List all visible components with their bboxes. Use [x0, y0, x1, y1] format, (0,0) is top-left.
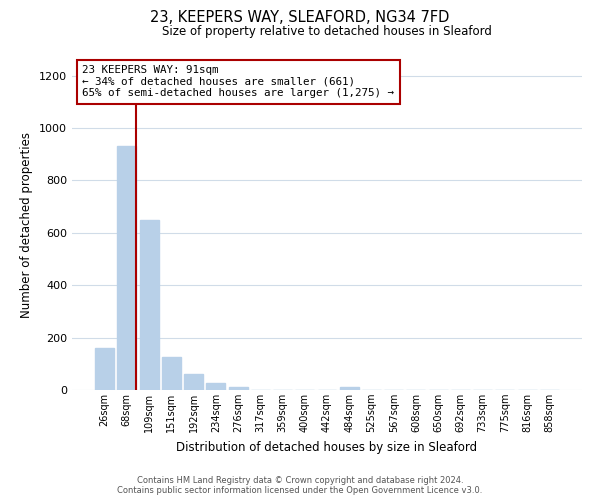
- X-axis label: Distribution of detached houses by size in Sleaford: Distribution of detached houses by size …: [176, 440, 478, 454]
- Text: Contains HM Land Registry data © Crown copyright and database right 2024.
Contai: Contains HM Land Registry data © Crown c…: [118, 476, 482, 495]
- Text: 23, KEEPERS WAY, SLEAFORD, NG34 7FD: 23, KEEPERS WAY, SLEAFORD, NG34 7FD: [151, 10, 449, 25]
- Bar: [206, 382, 225, 390]
- Bar: [340, 386, 359, 390]
- Y-axis label: Number of detached properties: Number of detached properties: [20, 132, 34, 318]
- Title: Size of property relative to detached houses in Sleaford: Size of property relative to detached ho…: [162, 25, 492, 38]
- Bar: [95, 348, 114, 390]
- Bar: [140, 220, 158, 390]
- Bar: [229, 387, 248, 390]
- Bar: [184, 374, 203, 390]
- Bar: [118, 146, 136, 390]
- Text: 23 KEEPERS WAY: 91sqm
← 34% of detached houses are smaller (661)
65% of semi-det: 23 KEEPERS WAY: 91sqm ← 34% of detached …: [82, 65, 394, 98]
- Bar: [162, 358, 181, 390]
